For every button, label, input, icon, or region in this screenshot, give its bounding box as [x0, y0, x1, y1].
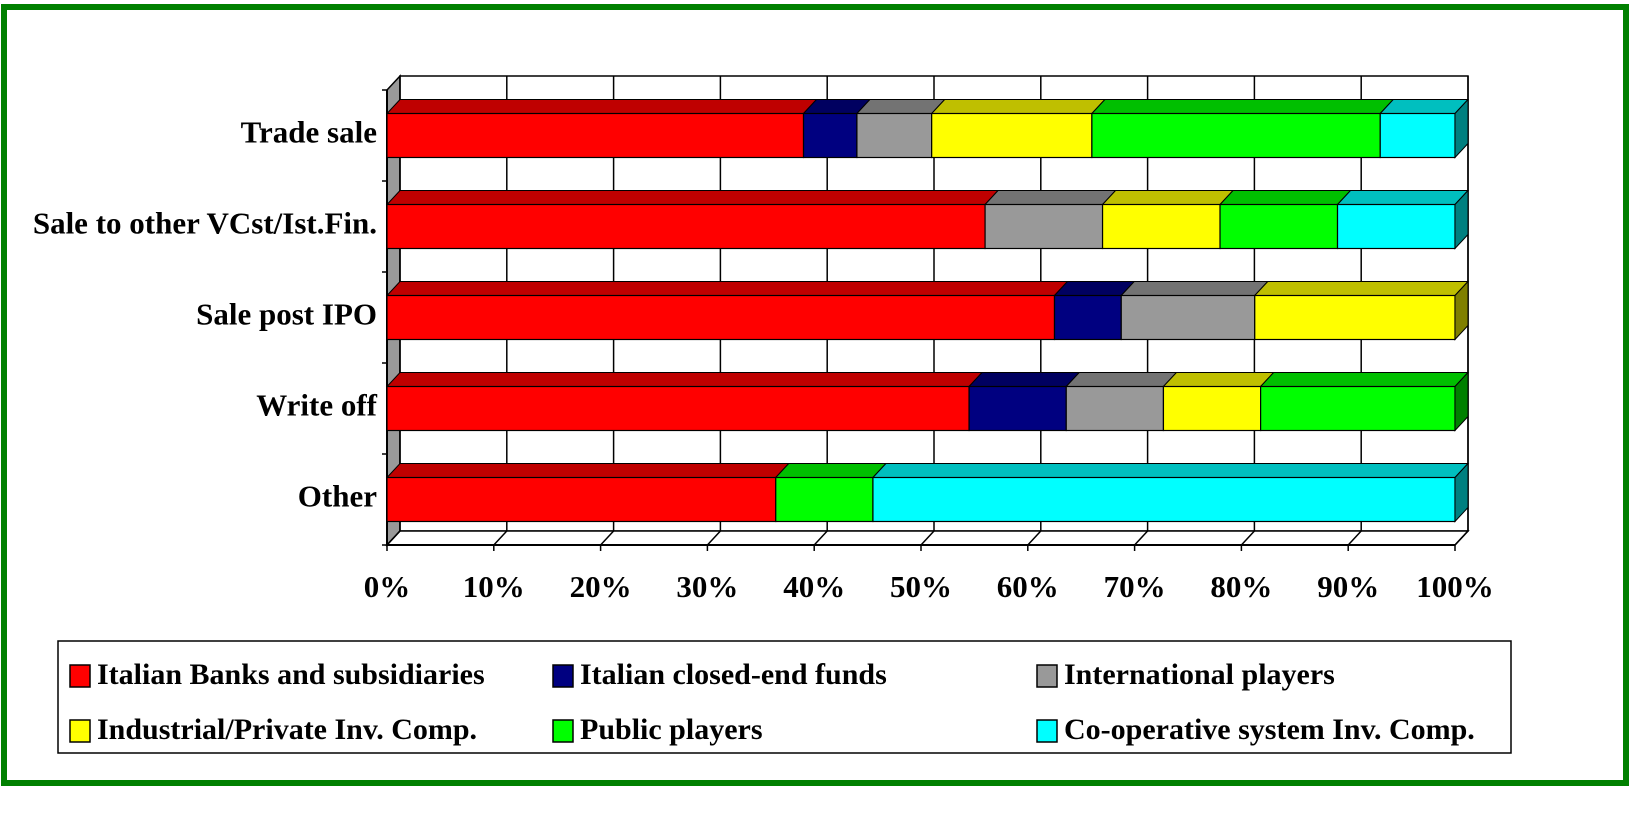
bar-segment: [386, 294, 1056, 341]
bar-top-face: [1336, 190, 1470, 205]
bar-top-face: [871, 463, 1470, 478]
legend-box: [57, 640, 1512, 754]
x-tick-label: 60%: [997, 569, 1059, 604]
bar-side-face: [1454, 280, 1469, 341]
bar-segment: [775, 476, 874, 523]
floor-grid-line: [386, 530, 401, 546]
bar-top-face: [967, 372, 1081, 387]
frame-inner: [9, 12, 1621, 778]
bar-top-face: [1120, 281, 1269, 296]
x-tick-label: 40%: [783, 569, 845, 604]
legend-swatch: [1036, 719, 1058, 743]
x-tick-label: 20%: [570, 569, 632, 604]
bar-top-face: [1162, 372, 1275, 387]
bar-segment: [1219, 203, 1339, 250]
floor-grid-line: [1240, 530, 1255, 546]
bar-segment: [931, 112, 1093, 159]
floor-grid-line: [1027, 530, 1042, 546]
bar-segment: [968, 385, 1067, 432]
legend-label: Co-operative system Inv. Comp.: [1064, 713, 1475, 746]
floor-grid-line: [813, 530, 828, 546]
bar-top-face: [774, 463, 888, 478]
legend-swatch: [552, 719, 574, 743]
bar-segment: [872, 476, 1456, 523]
floor-grid-line: [600, 530, 615, 546]
x-tick-label: 30%: [676, 569, 738, 604]
bar-segment: [1336, 203, 1456, 250]
bar-top-face: [1065, 372, 1178, 387]
bar-top-face: [385, 281, 1069, 296]
bar-top-face: [385, 190, 1000, 205]
floor-grid-line: [1134, 530, 1149, 546]
legend-swatch: [69, 719, 91, 743]
legend-label: Italian closed-end funds: [580, 658, 887, 691]
x-tick-label: 100%: [1416, 569, 1494, 604]
bar-segment: [984, 203, 1104, 250]
y-tick-label: Sale to other VCst/Ist.Fin.: [33, 206, 377, 241]
legend-label: Industrial/Private Inv. Comp.: [97, 713, 477, 746]
bar-side-face: [1454, 189, 1469, 250]
x-tick-label: 70%: [1104, 569, 1166, 604]
bar-top-face: [1090, 99, 1395, 114]
bar-top-face: [385, 463, 790, 478]
bar-segment: [1065, 385, 1165, 432]
bar-top-face: [385, 372, 984, 387]
floor-grid-line: [493, 530, 508, 546]
bar-segment: [1053, 294, 1122, 341]
y-tick-label: Trade sale: [241, 115, 377, 150]
bar-top-face: [1253, 281, 1470, 296]
bar-segment: [1162, 385, 1262, 432]
legend: Italian Banks and subsidiaries Italian cl…: [69, 658, 1475, 746]
bar-top-face: [1379, 99, 1470, 114]
floor-grid-line: [706, 530, 721, 546]
bar-top-face: [983, 190, 1117, 205]
bar-segment: [386, 112, 805, 159]
frame: [1, 4, 1629, 786]
bar-segment: [1260, 385, 1456, 432]
legend-label: International players: [1064, 658, 1335, 691]
bar-segment: [1091, 112, 1381, 159]
bar-segment: [856, 112, 933, 159]
bar-segment: [802, 112, 858, 159]
bar-side-face: [1454, 371, 1469, 432]
bar-top-face: [1101, 190, 1235, 205]
x-tick-label: 10%: [463, 569, 525, 604]
bar-side-face: [1454, 462, 1469, 523]
bar-top-face: [1053, 281, 1136, 296]
x-tick-label: 0%: [364, 569, 411, 604]
bar-top-face: [855, 99, 946, 114]
bar-segment: [1101, 203, 1221, 250]
bar-side-face: [1454, 98, 1469, 159]
y-tick-label: Write off: [256, 388, 377, 423]
floor-grid-line: [920, 530, 935, 546]
y-tick-label: Sale post IPO: [196, 297, 377, 332]
y-tick-label: Other: [298, 479, 377, 514]
legend-label: Italian Banks and subsidiaries: [97, 658, 485, 691]
x-tick-label: 80%: [1210, 569, 1272, 604]
floor-grid-line: [1347, 530, 1362, 546]
legend-label: Public players: [580, 713, 763, 746]
bar-segment: [386, 476, 777, 523]
bar-top-face: [385, 99, 818, 114]
floor-grid-line: [1454, 530, 1469, 546]
bar-segment: [386, 385, 970, 432]
bar-top-face: [1259, 372, 1470, 387]
bar-top-face: [930, 99, 1107, 114]
x-tick-label: 90%: [1317, 569, 1379, 604]
legend-swatch: [552, 664, 574, 688]
bar-segment: [1379, 112, 1456, 159]
bar-segment: [386, 203, 986, 250]
x-tick-label: 50%: [890, 569, 952, 604]
bar-segment: [1254, 294, 1456, 341]
legend-swatch: [1036, 664, 1058, 688]
legend-swatch: [69, 664, 91, 688]
bar-top-face: [1218, 190, 1352, 205]
bar-segment: [1120, 294, 1256, 341]
